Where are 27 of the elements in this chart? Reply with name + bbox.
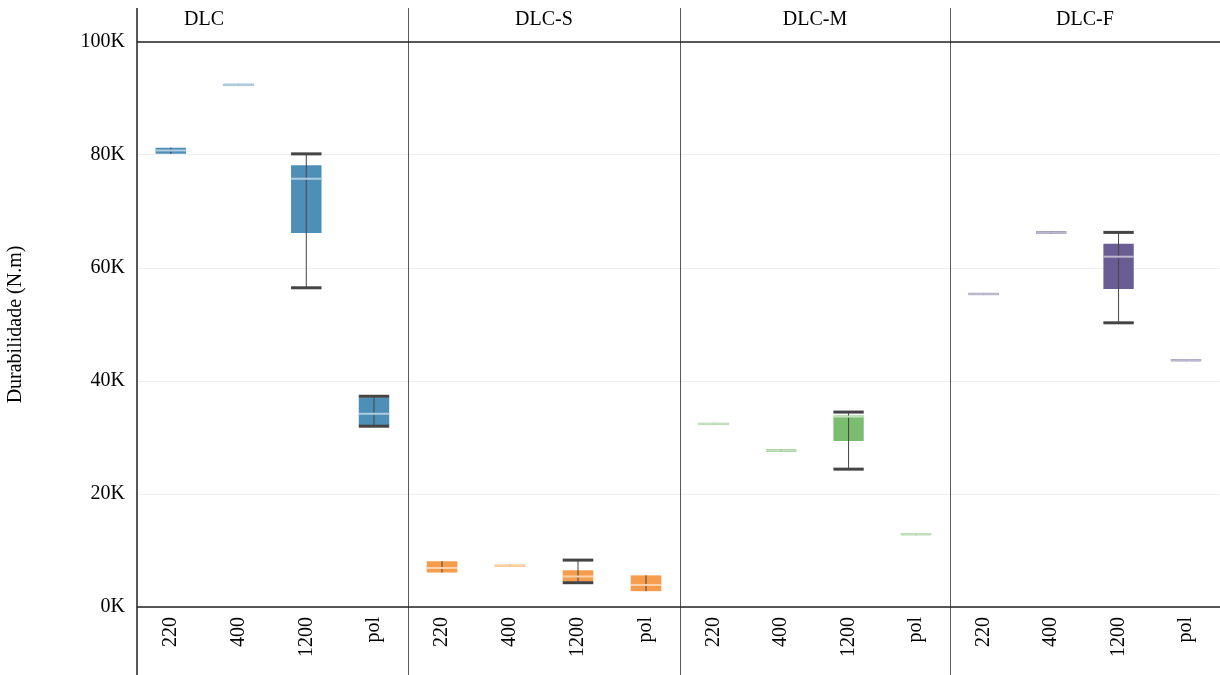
x-tick-label: 220 xyxy=(158,617,181,647)
x-tick-label: 220 xyxy=(429,617,452,647)
x-tick-label: 400 xyxy=(1038,617,1061,647)
x-tick-label: 220 xyxy=(970,617,993,647)
y-tick-label: 80K xyxy=(90,142,126,165)
chart-title: DLC-S xyxy=(515,7,573,30)
y-tick-label: 40K xyxy=(90,368,126,391)
x-tick-label: 1200 xyxy=(835,617,858,657)
x-tick-label: 220 xyxy=(700,617,723,647)
x-tick-label: pol xyxy=(361,616,385,643)
x-tick-label: 400 xyxy=(768,617,791,647)
x-tick-label: pol xyxy=(903,616,927,643)
y-tick-label: 0K xyxy=(100,594,126,617)
chart-title: DLC-M xyxy=(782,7,848,30)
x-tick-label: pol xyxy=(1173,616,1197,643)
y-tick-label: 20K xyxy=(90,481,126,504)
x-tick-label: 1200 xyxy=(293,617,316,657)
chart-title: DLC xyxy=(184,7,224,30)
x-tick-label: 1200 xyxy=(1105,617,1128,657)
y-tick-label: 60K xyxy=(90,255,126,278)
x-tick-label: 400 xyxy=(497,617,520,647)
x-tick-label: pol xyxy=(633,616,657,643)
y-axis-title: Durabilidade (N.m) xyxy=(3,245,27,404)
chart-title: DLC-F xyxy=(1056,7,1114,30)
y-tick-label: 100K xyxy=(80,29,126,52)
x-tick-label: 1200 xyxy=(565,617,588,657)
x-tick-label: 400 xyxy=(225,617,248,647)
